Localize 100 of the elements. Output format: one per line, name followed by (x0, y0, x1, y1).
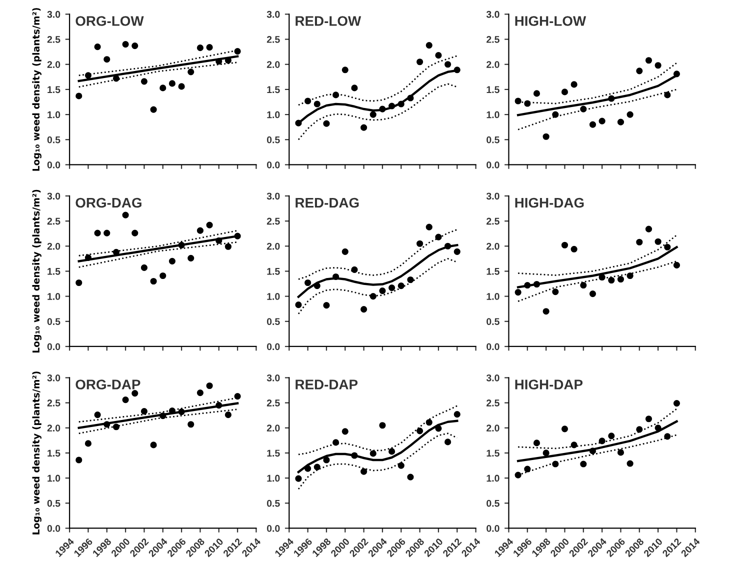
point (435, 234, 442, 240)
y-tick-label: 3.0 (486, 10, 500, 18)
point (598, 274, 606, 281)
point (454, 248, 460, 255)
point (388, 102, 396, 110)
y-tick-label: 1.5 (48, 86, 60, 94)
point (295, 120, 302, 126)
point (416, 240, 424, 247)
point (398, 100, 404, 108)
point (234, 48, 241, 55)
point (122, 396, 129, 404)
point (570, 246, 578, 252)
point (407, 94, 414, 102)
y-tick-label: 2.0 (486, 242, 500, 250)
point (561, 426, 568, 432)
point (570, 81, 578, 88)
y-tick-label: 2.5 (47, 218, 60, 225)
point (196, 44, 204, 52)
y-tick-label: 2.5 (266, 36, 280, 43)
point (533, 440, 540, 446)
point (524, 466, 531, 472)
point (360, 124, 368, 131)
point (570, 442, 578, 448)
point (104, 56, 110, 63)
y-axis-title: Log₁₀ weed density (plants/m²) (32, 190, 42, 353)
y-axis-title: Log₁₀ weed density (plants/m²) (32, 372, 42, 534)
line-series (298, 83, 458, 140)
point (160, 272, 166, 280)
chart-title: ORG-LOW (76, 16, 144, 26)
y-tick-label: 1.5 (267, 450, 280, 457)
y-tick-label: 2.0 (266, 242, 280, 250)
point (76, 92, 82, 100)
point (332, 273, 340, 280)
point (140, 408, 148, 415)
point (524, 100, 531, 107)
y-tick-label: 0.5 (486, 318, 500, 326)
y-tick-label: 2.0 (266, 61, 280, 68)
point (196, 227, 204, 234)
point (426, 419, 432, 426)
point (645, 57, 652, 64)
point (444, 438, 452, 446)
point (514, 472, 522, 478)
point (589, 448, 596, 454)
point (580, 282, 587, 289)
y-tick-label: 1.5 (486, 268, 500, 275)
point (332, 439, 340, 446)
y-tick-label: 0.5 (47, 500, 60, 507)
chart-title: ORG-DAP (76, 380, 140, 390)
point (608, 95, 615, 102)
y-tick-label: 0.0 (47, 161, 60, 168)
point (435, 425, 442, 432)
point (150, 278, 157, 285)
y-tick-label: 0.5 (266, 500, 280, 507)
y-tick-label: 3.0 (486, 374, 500, 382)
y-tick-label: 1.5 (267, 86, 280, 94)
point (188, 68, 194, 76)
point (150, 106, 157, 113)
point (580, 460, 587, 468)
point (626, 272, 634, 280)
point (370, 450, 376, 457)
chart-title: ORG-DAG (76, 198, 142, 208)
point (416, 58, 424, 66)
line-series (517, 88, 678, 130)
point (342, 428, 348, 435)
point (360, 468, 368, 475)
point (514, 98, 522, 104)
point (636, 238, 643, 246)
point (196, 389, 204, 396)
line-series (517, 234, 678, 276)
point (416, 428, 424, 434)
point (407, 276, 414, 284)
y-tick-label: 3.0 (47, 10, 60, 18)
point (598, 438, 606, 444)
y-tick-label: 0.0 (266, 161, 280, 168)
point (589, 121, 596, 128)
point (224, 412, 232, 418)
point (370, 293, 376, 300)
point (636, 426, 643, 433)
point (598, 118, 606, 124)
y-tick-label: 2.0 (486, 424, 500, 432)
point (514, 289, 522, 296)
y-tick-label: 0.5 (486, 500, 500, 507)
line-series (298, 405, 458, 456)
chart-title: RED-DAG (296, 198, 359, 208)
point (426, 224, 432, 230)
point (342, 248, 348, 255)
point (234, 232, 241, 240)
point (304, 98, 312, 104)
point (580, 106, 587, 112)
point (664, 244, 671, 250)
point (94, 412, 101, 418)
point (654, 238, 662, 245)
point (379, 106, 386, 112)
y-tick-label: 1.0 (486, 111, 500, 118)
point (673, 400, 680, 407)
point (140, 78, 148, 85)
point (617, 449, 624, 456)
point (654, 62, 662, 69)
point (224, 243, 232, 250)
point (664, 92, 671, 98)
